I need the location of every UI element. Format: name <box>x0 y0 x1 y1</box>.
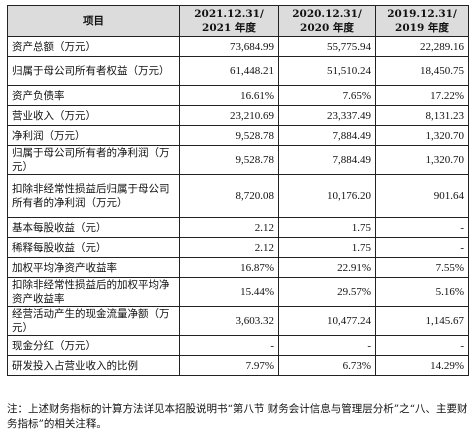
table-row: 经营活动产生的现金流量净额（万元） 3,603.32 10,477.24 1,145.… <box>7 306 469 336</box>
row-value-2019: 901.64 <box>375 174 469 218</box>
row-value-2019: 22,289.16 <box>375 36 469 57</box>
row-value-2020: 1.75 <box>278 237 376 258</box>
row-label: 净利润（万元） <box>7 125 180 146</box>
table-row: 资产负债率 16.61% 7.65% 17.22% <box>7 85 469 106</box>
header-item: 项目 <box>7 5 180 37</box>
row-value-2021: - <box>179 335 279 356</box>
row-value-2020: 23,337.49 <box>278 105 376 126</box>
row-label: 经营活动产生的现金流量净额（万元） <box>7 306 180 336</box>
row-value-2019: 18,450.75 <box>375 56 469 86</box>
row-value-2021: 23,210.69 <box>179 105 279 126</box>
table-row: 净利润（万元） 9,528.78 7,884.49 1,320.70 <box>7 125 469 146</box>
row-value-2020: 7.65% <box>278 85 376 106</box>
row-value-2021: 9,528.78 <box>179 145 279 175</box>
row-value-2019: 5.16% <box>375 277 469 307</box>
row-value-2021: 61,448.21 <box>179 56 279 86</box>
table-row: 研发投入占营业收入的比例 7.97% 6.73% 14.29% <box>7 355 469 376</box>
row-value-2020: 51,510.24 <box>278 56 376 86</box>
row-value-2020: 29.57% <box>278 277 376 307</box>
row-value-2019: - <box>375 335 469 356</box>
table-row: 归属于母公司所有者的净利润（万元） 9,528.78 7,884.49 1,320.7… <box>7 145 469 175</box>
header-2021: 2021.12.31/ 2021 年度 <box>179 5 279 37</box>
table-row: 现金分红（万元） - - - <box>7 335 469 356</box>
row-label: 加权平均净资产收益率 <box>7 257 180 278</box>
row-value-2019: 17.22% <box>375 85 469 106</box>
row-label: 研发投入占营业收入的比例 <box>7 355 180 376</box>
row-value-2021: 3,603.32 <box>179 306 279 336</box>
row-value-2021: 2.12 <box>179 237 279 258</box>
row-value-2021: 2.12 <box>179 217 279 238</box>
row-value-2020: 6.73% <box>278 355 376 376</box>
row-value-2021: 8,720.08 <box>179 174 279 218</box>
table-row: 扣除非经常性损益后的加权平均净资产收益率 15.44% 29.57% 5.16% <box>7 277 469 307</box>
financial-indicators-table: 项目 2021.12.31/ 2021 年度 2020.12.31/ 2020 … <box>7 5 469 376</box>
row-value-2019: 8,131.23 <box>375 105 469 126</box>
table-row: 营业收入（万元） 23,210.69 23,337.49 8,131.23 <box>7 105 469 126</box>
table-row: 资产总额（万元） 73,684.99 55,775.94 22,289.16 <box>7 36 469 57</box>
row-value-2019: 1,145.67 <box>375 306 469 336</box>
row-label: 归属于母公司所有者权益（万元） <box>7 56 180 86</box>
row-value-2020: 10,176.20 <box>278 174 376 218</box>
row-value-2021: 16.61% <box>179 85 279 106</box>
row-value-2019: 14.29% <box>375 355 469 376</box>
footnote: 注：上述财务指标的计算方法详见本招股说明书“第八节 财务会计信息与管理层分析”之… <box>7 403 468 430</box>
row-label: 扣除非经常性损益后的加权平均净资产收益率 <box>7 277 180 307</box>
row-label: 现金分红（万元） <box>7 335 180 356</box>
row-value-2020: 7,884.49 <box>278 125 376 146</box>
row-value-2021: 9,528.78 <box>179 125 279 146</box>
row-label: 资产负债率 <box>7 85 180 106</box>
row-value-2019: 1,320.70 <box>375 145 469 175</box>
row-value-2020: 7,884.49 <box>278 145 376 175</box>
table-row: 归属于母公司所有者权益（万元） 61,448.21 51,510.24 18,450.… <box>7 56 469 86</box>
row-value-2020: 22.91% <box>278 257 376 278</box>
row-value-2020: 10,477.24 <box>278 306 376 336</box>
row-label: 稀释每股收益（元） <box>7 237 180 258</box>
row-value-2021: 15.44% <box>179 277 279 307</box>
table-row: 扣除非经常性损益后归属于母公司所有者的净利润（万元） 8,720.08 10,176… <box>7 174 469 218</box>
row-value-2021: 16.87% <box>179 257 279 278</box>
row-value-2021: 7.97% <box>179 355 279 376</box>
row-value-2019: 1,320.70 <box>375 125 469 146</box>
header-2019: 2019.12.31/ 2019 年度 <box>375 5 469 37</box>
table-row: 稀释每股收益（元） 2.12 1.75- <box>7 237 469 258</box>
row-value-2020: 1.75 <box>278 217 376 238</box>
row-label: 归属于母公司所有者的净利润（万元） <box>7 145 180 175</box>
row-label: 资产总额（万元） <box>7 36 180 57</box>
row-value-2019: - <box>375 217 469 238</box>
row-label: 扣除非经常性损益后归属于母公司所有者的净利润（万元） <box>7 174 180 218</box>
header-2020: 2020.12.31/ 2020 年度 <box>278 5 376 37</box>
row-value-2020: 55,775.94 <box>278 36 376 57</box>
table-row: 基本每股收益（元） 2.12 1.75- <box>7 217 469 238</box>
table-header-row: 项目 2021.12.31/ 2021 年度 2020.12.31/ 2020 … <box>7 5 469 37</box>
row-value-2019: - <box>375 237 469 258</box>
row-value-2020: - <box>278 335 376 356</box>
row-value-2021: 73,684.99 <box>179 36 279 57</box>
row-label: 基本每股收益（元） <box>7 217 180 238</box>
table-row: 加权平均净资产收益率 16.87% 22.91% 7.55% <box>7 257 469 278</box>
row-value-2019: 7.55% <box>375 257 469 278</box>
row-label: 营业收入（万元） <box>7 105 180 126</box>
